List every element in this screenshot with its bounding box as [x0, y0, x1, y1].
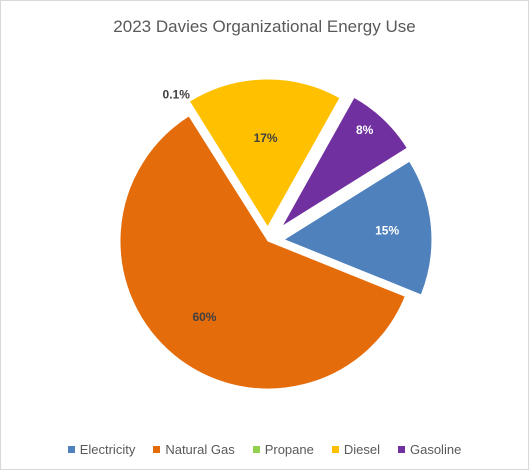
legend-swatch — [252, 446, 260, 453]
legend-swatch — [331, 446, 339, 453]
pie-slice-electricity — [282, 160, 433, 296]
legend-label: Electricity — [79, 442, 136, 457]
legend-label: Natural Gas — [165, 442, 235, 457]
data-label-diesel: 17% — [254, 131, 278, 145]
legend-label: Diesel — [343, 442, 380, 457]
data-label-electricity: 15% — [375, 224, 399, 238]
legend-label: Gasoline — [409, 442, 462, 457]
pie-slice-natural-gas — [119, 115, 406, 390]
legend: Electricity Natural Gas Propane Diesel Gasol… — [1, 442, 528, 457]
legend-swatch — [67, 446, 75, 453]
data-label-gasoline: 8% — [356, 123, 374, 137]
pie-slice-propane — [182, 106, 264, 233]
legend-swatch — [397, 446, 405, 453]
legend-item-natural-gas: Natural Gas — [153, 442, 235, 457]
legend-item-gasoline: Gasoline — [397, 442, 462, 457]
pie-slice-diesel — [188, 78, 341, 228]
data-label-natural-gas: 60% — [192, 310, 216, 324]
legend-swatch — [153, 446, 161, 453]
chart-title: 2023 Davies Organizational Energy Use — [113, 17, 416, 36]
legend-item-diesel: Diesel — [331, 442, 380, 457]
pie-slice-gasoline — [281, 96, 408, 227]
legend-item-electricity: Electricity — [67, 442, 136, 457]
data-label-propane: 0.1% — [163, 88, 191, 102]
legend-item-propane: Propane — [252, 442, 314, 457]
legend-label: Propane — [264, 442, 314, 457]
